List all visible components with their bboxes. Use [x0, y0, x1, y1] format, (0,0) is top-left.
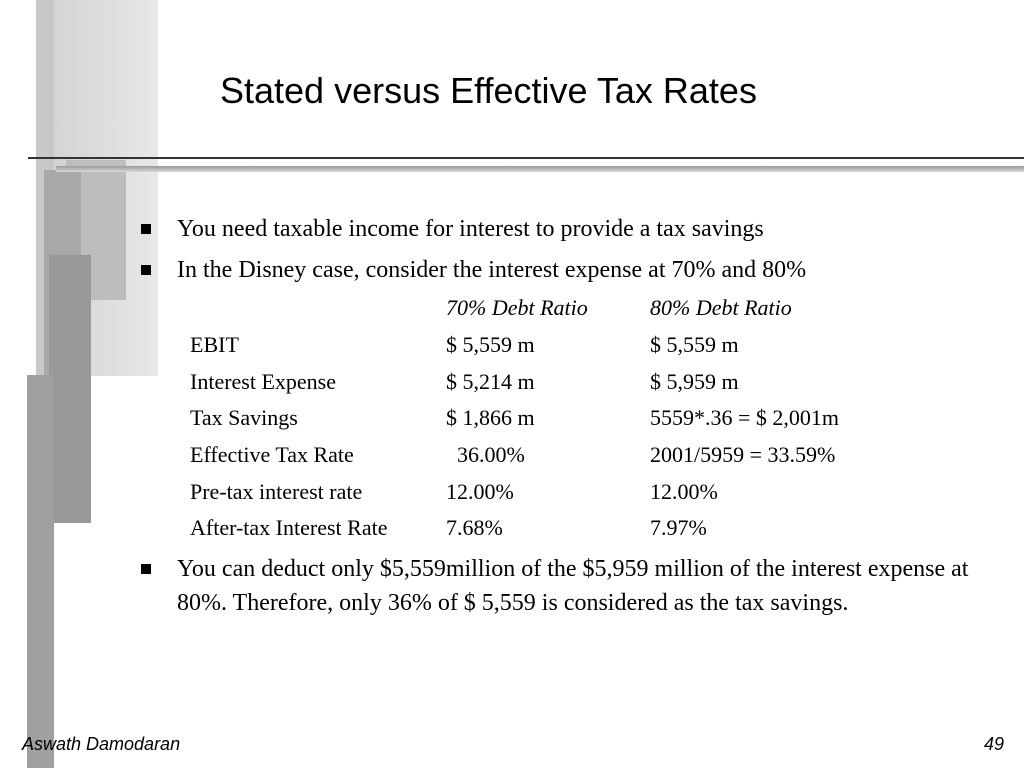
table-row: Effective Tax Rate 36.00% 2001/5959 = 33… [190, 437, 890, 474]
bullet-marker-3 [141, 564, 151, 574]
table-cell: 2001/5959 = 33.59% [650, 442, 836, 468]
table-cell: 36.00% [446, 442, 525, 468]
table-row: Tax Savings $ 1,866 m 5559*.36 = $ 2,001… [190, 400, 890, 437]
table-cell: 12.00% [650, 478, 718, 504]
table-row: EBIT $ 5,559 m $ 5,559 m [190, 327, 890, 364]
decor-bar-dark-2 [49, 255, 91, 523]
table-cell: 7.97% [650, 515, 707, 541]
table-cell: $ 5,214 m [446, 368, 535, 394]
slide-title: Stated versus Effective Tax Rates [220, 70, 757, 111]
table-cell: Interest Expense [190, 368, 336, 394]
table-cell: $ 5,959 m [650, 368, 739, 394]
table-cell: Pre-tax interest rate [190, 478, 363, 504]
table-cell: $ 1,866 m [446, 405, 535, 431]
table-cell: Tax Savings [190, 405, 298, 431]
table-cell: $ 5,559 m [446, 332, 535, 358]
table-header-row: 70% Debt Ratio 80% Debt Ratio [190, 290, 890, 327]
table-cell: 7.68% [446, 515, 503, 541]
table-row: Pre-tax interest rate 12.00% 12.00% [190, 473, 890, 510]
table-header-cell: 70% Debt Ratio [446, 295, 588, 321]
table-row: After-tax Interest Rate 7.68% 7.97% [190, 510, 890, 547]
table-cell: After-tax Interest Rate [190, 515, 388, 541]
bullet-marker-2 [141, 265, 151, 275]
debt-ratio-table: 70% Debt Ratio 80% Debt Ratio EBIT $ 5,5… [190, 290, 890, 547]
table-cell: 12.00% [446, 478, 514, 504]
title-rule-light [56, 166, 1024, 172]
table-cell: 5559*.36 = $ 2,001m [650, 405, 840, 431]
bullet-text-3: You can deduct only $5,559million of the… [177, 556, 969, 616]
footer-author: Aswath Damodaran [22, 734, 181, 754]
footer-page-number: 49 [983, 734, 1004, 754]
decor-bar-long [27, 375, 54, 768]
bullet-text-2: In the Disney case, consider the interes… [177, 257, 807, 283]
table-cell: EBIT [190, 332, 239, 358]
table-cell: Effective Tax Rate [190, 442, 354, 468]
table-cell: $ 5,559 m [650, 332, 739, 358]
table-header-cell: 80% Debt Ratio [650, 295, 792, 321]
title-rule-dark [28, 157, 1024, 159]
table-header-cell [190, 290, 446, 327]
bullet-marker-1 [141, 224, 151, 234]
bullet-text-1: You need taxable income for interest to … [177, 216, 764, 242]
table-row: Interest Expense $ 5,214 m $ 5,959 m [190, 363, 890, 400]
